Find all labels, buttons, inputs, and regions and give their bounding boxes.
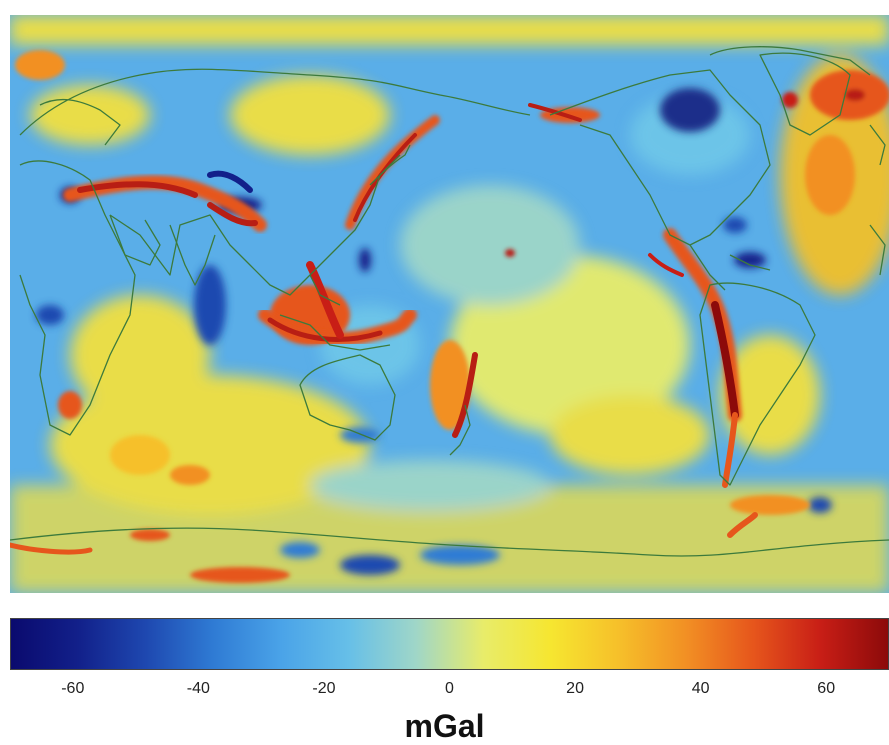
colorbar-tick-label: 0 — [445, 680, 454, 697]
gravity-anomaly-map — [10, 15, 889, 593]
colorbar — [10, 618, 889, 670]
colorbar-gradient — [11, 619, 888, 669]
colorbar-tick-label: 60 — [817, 680, 836, 697]
colorbar-tick-label: 40 — [691, 680, 710, 697]
colorbar-tick-label: -40 — [186, 680, 210, 697]
colorbar-tick-label: -20 — [312, 680, 336, 697]
positive-anomaly-patches — [15, 50, 889, 583]
colorbar-tick-label: 20 — [566, 680, 584, 697]
colorbar-tick-label: -60 — [61, 680, 85, 697]
anomaly-field — [10, 15, 889, 593]
coastlines — [10, 46, 889, 557]
colorbar-unit-label: mGal — [404, 708, 485, 744]
